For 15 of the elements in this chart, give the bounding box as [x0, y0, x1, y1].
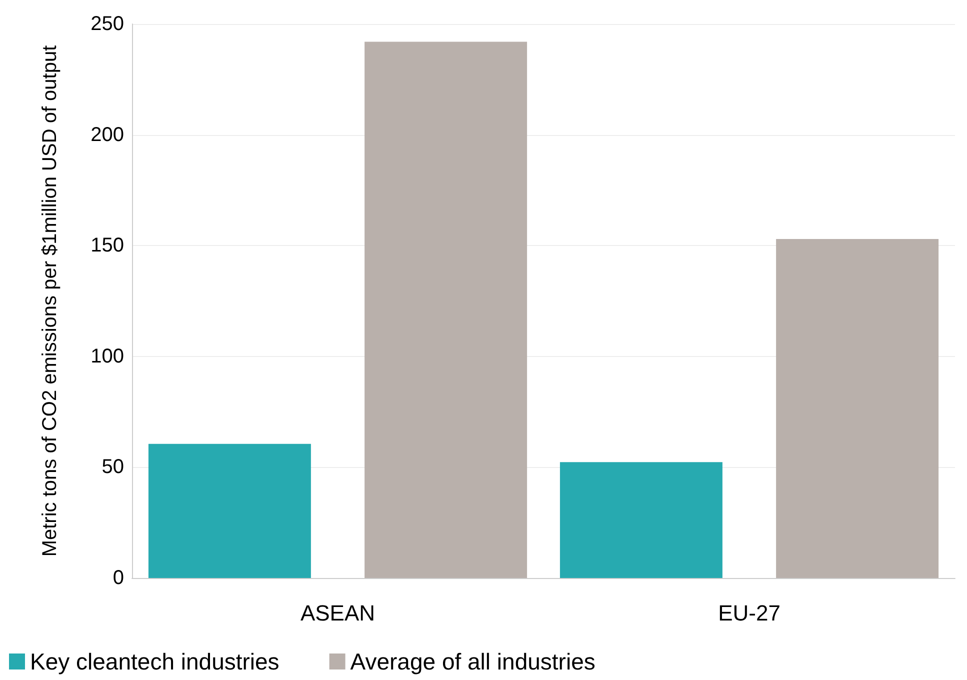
legend-label: Key cleantech industries — [30, 648, 280, 674]
x-tick-label: ASEAN — [300, 600, 376, 626]
bar — [560, 462, 722, 578]
y-tick-label: 0 — [112, 567, 124, 589]
bar — [776, 238, 939, 578]
bar — [148, 444, 311, 578]
bar — [364, 42, 528, 578]
x-tick-label: EU-27 — [718, 600, 780, 626]
y-tick-label: 150 — [90, 234, 124, 257]
y-tick-label: 200 — [90, 124, 124, 146]
y-axis-title: Metric tons of CO2 emissions per $1million USD of output — [39, 44, 61, 557]
y-tick-label: 50 — [102, 456, 124, 478]
y-tick-label: 250 — [90, 13, 124, 35]
legend-label: Average of all industries — [350, 648, 596, 674]
y-tick-label: 100 — [90, 345, 124, 368]
